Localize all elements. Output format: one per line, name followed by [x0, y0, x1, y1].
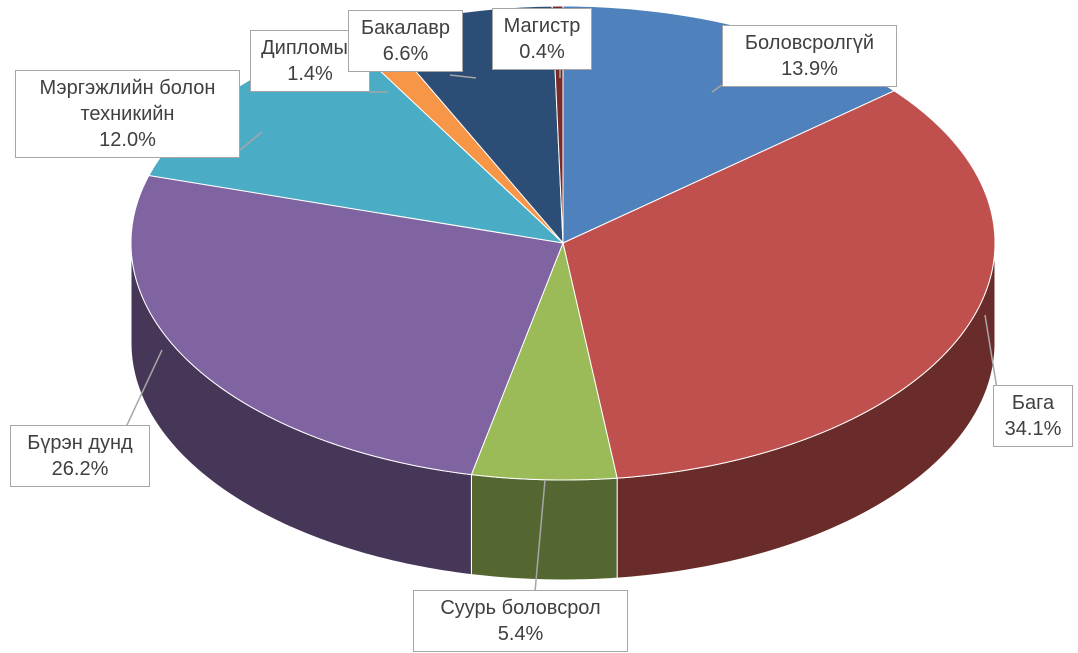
value-label: 1.4% [287, 63, 333, 85]
leader-line [239, 131, 263, 151]
category-label: Бүрэн дунд [27, 432, 133, 454]
leader-line [449, 74, 477, 79]
value-label: 12.0% [99, 129, 156, 151]
category-label: Боловсролгүй [744, 32, 875, 54]
category-label: Дипломын [261, 37, 359, 59]
data-label: Боловсролгүй 13.9% [722, 25, 897, 87]
leader-line [711, 84, 723, 93]
value-label: 5.4% [497, 623, 544, 645]
data-label: Мэргэжлийн болон техникийн 12.0% [15, 70, 240, 158]
data-label: Бага 34.1% [993, 385, 1073, 447]
pie-slice [130, 174, 564, 476]
category-label: Мэргэжлийн болон техникийн [39, 77, 216, 125]
value-label: 26.2% [51, 458, 109, 480]
value-label: 13.9% [781, 58, 838, 80]
data-label: Магистр 0.4% [492, 8, 592, 70]
data-label: Суурь боловсрол 5.4% [413, 590, 628, 652]
category-label: Бага [1011, 392, 1055, 414]
value-label: 6.6% [382, 43, 429, 65]
pie-slice [562, 90, 996, 479]
data-label: Бакалавр 6.6% [348, 10, 463, 72]
data-label: Бүрэн дунд 26.2% [10, 425, 150, 487]
category-label: Магистр [503, 15, 581, 37]
value-label: 34.1% [1004, 418, 1062, 440]
value-label: 0.4% [519, 41, 565, 63]
leader-line [984, 314, 999, 396]
pie-slice [470, 241, 618, 481]
category-label: Бакалавр [360, 17, 451, 39]
category-label: Суурь боловсрол [440, 597, 601, 619]
leader-line [534, 479, 546, 593]
